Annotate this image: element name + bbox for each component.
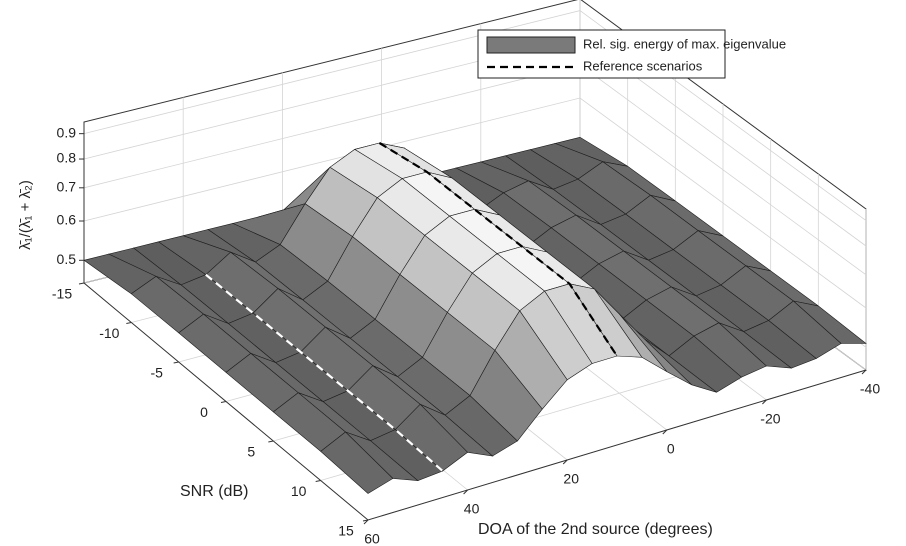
reference-line xyxy=(378,142,618,357)
z-tick-label: 0.9 xyxy=(57,124,77,140)
legend-label: Rel. sig. energy of max. eigenvalue xyxy=(583,36,786,51)
z-tick-label: 0.8 xyxy=(57,150,77,166)
x-tick xyxy=(762,399,767,405)
y-axis-label: SNR (dB) xyxy=(180,483,248,500)
x-tick-label: 0 xyxy=(667,441,675,457)
y-tick xyxy=(268,440,274,443)
y-tick-label: -10 xyxy=(99,325,119,341)
y-tick-label: -5 xyxy=(150,365,163,381)
y-tick-label: 0 xyxy=(200,404,208,420)
x-tick-label: -20 xyxy=(760,411,780,427)
y-tick xyxy=(362,519,369,522)
x-tick xyxy=(562,459,568,465)
x-tick-label: 60 xyxy=(364,531,380,546)
z-axis-label: λ̄₁/(λ̄₁ + λ̄₂) xyxy=(17,180,34,250)
y-tick xyxy=(315,480,321,482)
overlay: -40 -20 0 20 40 60 -15 -10 -5 0 5 10 15 0.5 0.6 0.7 0.8 0… xyxy=(52,124,880,546)
surface xyxy=(83,136,867,494)
x-tick xyxy=(662,429,668,435)
y-tick xyxy=(78,282,85,285)
y-tick-label: 15 xyxy=(338,523,354,539)
grid-line xyxy=(83,10,867,221)
grid-line xyxy=(83,97,867,309)
y-tick-label: -15 xyxy=(52,286,72,302)
y-tick-label: 10 xyxy=(291,483,307,499)
y-tick xyxy=(173,361,179,364)
x-axis-label: DOA of the 2nd source (degrees) xyxy=(478,521,713,538)
x-tick-label: 40 xyxy=(464,501,480,517)
x-tick-label: -40 xyxy=(860,381,880,397)
z-tick-label: 0.7 xyxy=(57,179,77,195)
legend: Rel. sig. energy of max. eigenvalue Refer… xyxy=(477,29,786,79)
x-tick xyxy=(363,519,369,525)
surface-cell xyxy=(320,431,394,494)
y-tick xyxy=(126,322,132,324)
x-tick xyxy=(463,489,468,495)
x-tick xyxy=(861,369,867,375)
z-tick-label: 0.5 xyxy=(57,251,77,267)
z-tick-label: 0.6 xyxy=(57,212,77,228)
legend-swatch xyxy=(486,36,576,54)
x-tick-label: 20 xyxy=(563,471,579,487)
y-tick xyxy=(220,401,227,403)
legend-label: Reference scenarios xyxy=(583,58,703,73)
y-tick-label: 5 xyxy=(247,444,255,460)
